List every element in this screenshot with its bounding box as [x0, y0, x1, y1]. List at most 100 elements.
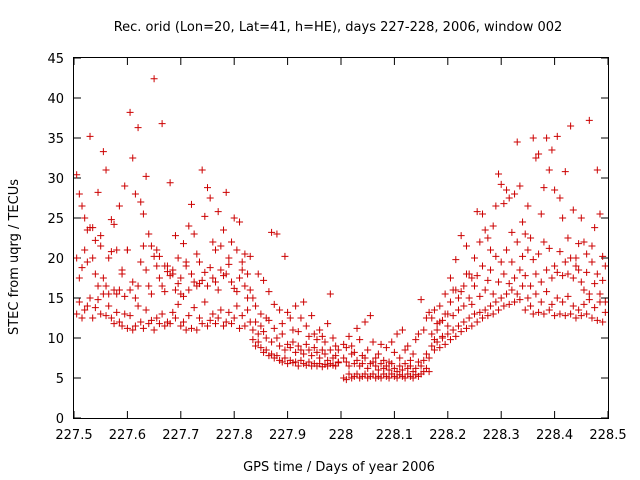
- data-point: [179, 240, 187, 248]
- data-point: [75, 274, 83, 282]
- data-point: [551, 262, 559, 270]
- data-point: [115, 286, 123, 294]
- data-point: [495, 170, 503, 178]
- data-point: [83, 302, 91, 310]
- data-point: [91, 304, 99, 312]
- data-point: [521, 230, 529, 238]
- data-point: [139, 324, 147, 332]
- data-point: [372, 354, 380, 362]
- y-tick-label: 20: [47, 252, 64, 267]
- data-point: [425, 308, 433, 316]
- data-point: [446, 336, 454, 344]
- data-point: [540, 238, 548, 246]
- data-point: [377, 374, 385, 382]
- data-point: [129, 278, 137, 286]
- data-point: [193, 250, 201, 258]
- data-point: [372, 362, 380, 370]
- data-point: [161, 288, 169, 296]
- data-point: [254, 270, 262, 278]
- data-point: [326, 346, 334, 354]
- data-point: [446, 298, 454, 306]
- data-point: [209, 238, 217, 246]
- data-point: [561, 168, 569, 176]
- data-point: [567, 122, 575, 130]
- data-point: [286, 344, 294, 352]
- data-point: [430, 346, 438, 354]
- data-point: [81, 214, 89, 222]
- data-point: [260, 276, 268, 284]
- data-point: [388, 360, 396, 368]
- data-point: [374, 366, 382, 374]
- data-point: [126, 312, 134, 320]
- data-point: [553, 132, 561, 140]
- plot-frame: [73, 57, 609, 419]
- data-point: [262, 334, 270, 342]
- data-point: [583, 268, 591, 276]
- data-point: [113, 246, 121, 254]
- data-point: [401, 346, 409, 354]
- x-tick-label: 228.1: [376, 428, 413, 443]
- data-point: [446, 274, 454, 282]
- data-point: [521, 306, 529, 314]
- data-point: [204, 282, 211, 290]
- data-point: [428, 330, 436, 338]
- data-point: [388, 338, 396, 346]
- data-point: [265, 316, 273, 324]
- data-point: [356, 336, 364, 344]
- data-point: [153, 314, 161, 322]
- data-point: [190, 230, 198, 238]
- data-point: [500, 200, 508, 208]
- data-point: [516, 296, 524, 304]
- data-point: [599, 252, 607, 260]
- data-point: [161, 322, 169, 330]
- data-point: [198, 276, 206, 284]
- data-point: [129, 326, 137, 334]
- data-point: [297, 314, 305, 322]
- data-point: [201, 298, 209, 306]
- data-point: [476, 292, 484, 300]
- data-point: [527, 282, 535, 290]
- data-point: [174, 280, 182, 288]
- data-point: [214, 286, 222, 294]
- data-point: [462, 270, 470, 278]
- data-point: [300, 298, 308, 306]
- data-point: [551, 312, 559, 320]
- data-point: [217, 266, 225, 274]
- data-point: [286, 314, 294, 322]
- data-point: [94, 296, 102, 304]
- data-point: [257, 344, 265, 352]
- data-point: [241, 250, 249, 258]
- data-point: [332, 342, 340, 350]
- data-point: [193, 326, 201, 334]
- data-point: [559, 272, 567, 280]
- data-point: [246, 286, 254, 294]
- data-point: [78, 264, 86, 272]
- data-point: [166, 320, 174, 328]
- data-point: [241, 322, 249, 330]
- data-point: [198, 320, 206, 328]
- data-point: [252, 318, 260, 326]
- data-point: [113, 308, 121, 316]
- data-point: [321, 350, 329, 358]
- data-point: [305, 346, 313, 354]
- data-point: [318, 332, 326, 340]
- data-point: [500, 270, 508, 278]
- data-point: [484, 312, 492, 320]
- data-point: [382, 362, 390, 370]
- data-point: [545, 244, 553, 252]
- data-point: [492, 298, 500, 306]
- data-point: [345, 370, 353, 378]
- data-point: [468, 322, 476, 330]
- data-point: [588, 242, 596, 250]
- data-point: [479, 262, 487, 270]
- data-point: [97, 232, 105, 240]
- data-point: [567, 310, 575, 318]
- data-point: [457, 288, 465, 296]
- data-point: [206, 316, 214, 324]
- data-point: [195, 258, 203, 266]
- data-point: [369, 338, 377, 346]
- data-point: [390, 348, 398, 356]
- data-point: [220, 226, 228, 234]
- data-point: [564, 270, 572, 278]
- data-point: [414, 330, 422, 338]
